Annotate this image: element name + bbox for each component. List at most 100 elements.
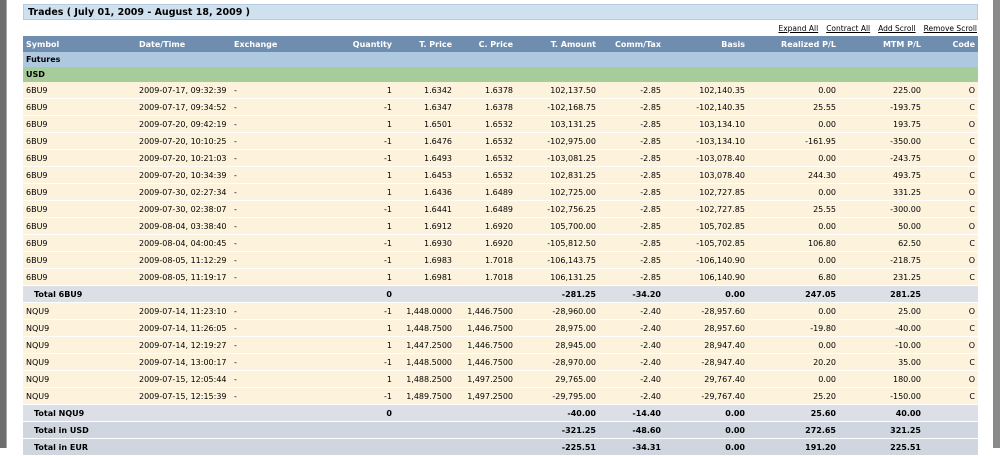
cell-symbol: 6BU9 [23, 82, 136, 99]
cell-t-price: 1,488.2500 [395, 370, 455, 388]
col-symbol[interactable]: Symbol [23, 36, 136, 52]
cell-basis: 102,140.35 [664, 82, 748, 99]
cell-exchange [231, 404, 314, 422]
col-comm-tax[interactable]: Comm/Tax [599, 36, 664, 52]
cell-t-amount: -321.25 [516, 421, 599, 439]
cell-t-price: 1.6930 [395, 234, 455, 252]
cell-quantity: 1 [314, 319, 395, 337]
cell-basis: 105,702.85 [664, 217, 748, 235]
table-row: 6BU9 2009-07-17, 09:34:52- -1 1.6347 1.6378-… [23, 98, 978, 116]
add-scroll-link[interactable]: Add Scroll [878, 24, 916, 33]
cell-t-amount: -28,970.00 [516, 353, 599, 371]
cell-realized-p-l: 247.05 [748, 285, 839, 303]
col-c-price[interactable]: C. Price [455, 36, 516, 52]
cell-date-time: 2009-07-20, 10:34:39 [136, 166, 231, 184]
col-code[interactable]: Code [924, 36, 978, 52]
cell-quantity: 1 [314, 370, 395, 388]
cell-code: O [924, 115, 978, 133]
currency-header-usd[interactable]: USD [23, 67, 978, 82]
cell-code [924, 438, 978, 456]
cell-comm-tax: -2.85 [599, 132, 664, 150]
cell-code: O [924, 183, 978, 201]
cell-exchange: - [231, 183, 314, 201]
cell-t-amount: -103,081.25 [516, 149, 599, 167]
col-mtm-pl[interactable]: MTM P/L [839, 36, 924, 52]
cell-symbol: 6BU9 [23, 251, 136, 269]
toolbar-links: Expand All Contract All Add Scroll Remov… [778, 24, 977, 34]
cell-realized-p-l: 0.00 [748, 149, 839, 167]
table-row: 6BU9 2009-07-17, 09:32:39-1 1.6342 1.6378 10… [23, 82, 978, 99]
cell-date-time: 2009-08-04, 03:38:40 [136, 217, 231, 235]
table-row: 6BU9 2009-08-05, 11:19:17-1 1.6981 1.7018 10… [23, 268, 978, 286]
cell-code [924, 285, 978, 303]
cell-comm-tax: -2.40 [599, 336, 664, 354]
table-row: NQU9 2009-07-14, 13:00:17- -1 1,448.5000 1,4… [23, 353, 978, 371]
cell-quantity: 1 [314, 166, 395, 184]
table-row: 6BU9 2009-08-04, 03:38:40-1 1.6912 1.6920 10… [23, 217, 978, 235]
cell-symbol: Total in EUR [23, 438, 136, 456]
col-quantity[interactable]: Quantity [314, 36, 395, 52]
cell-quantity: -1 [314, 387, 395, 405]
cell-comm-tax: -2.85 [599, 200, 664, 218]
cell-t-amount: -102,168.75 [516, 98, 599, 116]
cell-mtm-p-l: -150.00 [839, 387, 924, 405]
cell-symbol: 6BU9 [23, 268, 136, 286]
remove-scroll-link[interactable]: Remove Scroll [923, 24, 977, 33]
cell-code: C [924, 353, 978, 371]
cell-comm-tax: -2.85 [599, 183, 664, 201]
cell-c-price: 1,497.2500 [455, 387, 516, 405]
col-basis[interactable]: Basis [664, 36, 748, 52]
cell-realized-p-l: 6.80 [748, 268, 839, 286]
cell-basis: 106,140.90 [664, 268, 748, 286]
cell-c-price [455, 285, 516, 303]
col-t-price[interactable]: T. Price [395, 36, 455, 52]
col-realized-pl[interactable]: Realized P/L [748, 36, 839, 52]
cell-basis: 0.00 [664, 438, 748, 456]
cell-symbol: 6BU9 [23, 98, 136, 116]
cell-mtm-p-l: -218.75 [839, 251, 924, 269]
cell-comm-tax: -2.40 [599, 302, 664, 320]
cell-symbol: NQU9 [23, 353, 136, 371]
cell-exchange [231, 285, 314, 303]
cell-quantity: -1 [314, 98, 395, 116]
cell-t-price: 1.6441 [395, 200, 455, 218]
section-header-futures[interactable]: Futures [23, 52, 978, 67]
contract-all-link[interactable]: Contract All [826, 24, 871, 33]
col-t-amount[interactable]: T. Amount [516, 36, 599, 52]
cell-realized-p-l: 0.00 [748, 183, 839, 201]
table-row: NQU9 2009-07-14, 12:19:27-1 1,447.2500 1,44… [23, 336, 978, 354]
cell-basis: -102,140.35 [664, 98, 748, 116]
col-exchange[interactable]: Exchange [231, 36, 314, 52]
window-frame-left [0, 0, 7, 448]
cell-code: C [924, 200, 978, 218]
cell-quantity: -1 [314, 132, 395, 150]
cell-comm-tax: -2.85 [599, 166, 664, 184]
cell-t-price: 1.6493 [395, 149, 455, 167]
cell-c-price [455, 438, 516, 456]
col-datetime[interactable]: Date/Time [136, 36, 231, 52]
cell-date-time: 2009-08-05, 11:12:29 [136, 251, 231, 269]
cell-comm-tax: -2.85 [599, 149, 664, 167]
cell-basis: 103,134.10 [664, 115, 748, 133]
table-row: 6BU9 2009-07-30, 02:38:07- -1 1.6441 1.6489-… [23, 200, 978, 218]
cell-t-amount: 102,137.50 [516, 82, 599, 99]
cell-c-price: 1.6920 [455, 234, 516, 252]
table-row: 6BU9 2009-07-20, 10:21:03- -1 1.6493 1.6532-… [23, 149, 978, 167]
cell-quantity: 0 [314, 404, 395, 422]
cell-c-price: 1.6532 [455, 132, 516, 150]
cell-exchange: - [231, 370, 314, 388]
cell-quantity [314, 438, 395, 456]
cell-mtm-p-l: 25.00 [839, 302, 924, 320]
cell-exchange: - [231, 319, 314, 337]
table-row: 6BU9 2009-07-20, 10:10:25- -1 1.6476 1.6532-… [23, 132, 978, 150]
cell-symbol: 6BU9 [23, 132, 136, 150]
cell-realized-p-l: 0.00 [748, 336, 839, 354]
expand-all-link[interactable]: Expand All [778, 24, 819, 33]
cell-c-price: 1.6532 [455, 166, 516, 184]
cell-code [924, 421, 978, 439]
cell-quantity: 1 [314, 217, 395, 235]
cell-symbol: NQU9 [23, 319, 136, 337]
cell-date-time: 2009-07-20, 10:21:03 [136, 149, 231, 167]
cell-quantity: -1 [314, 149, 395, 167]
cell-realized-p-l: 0.00 [748, 251, 839, 269]
